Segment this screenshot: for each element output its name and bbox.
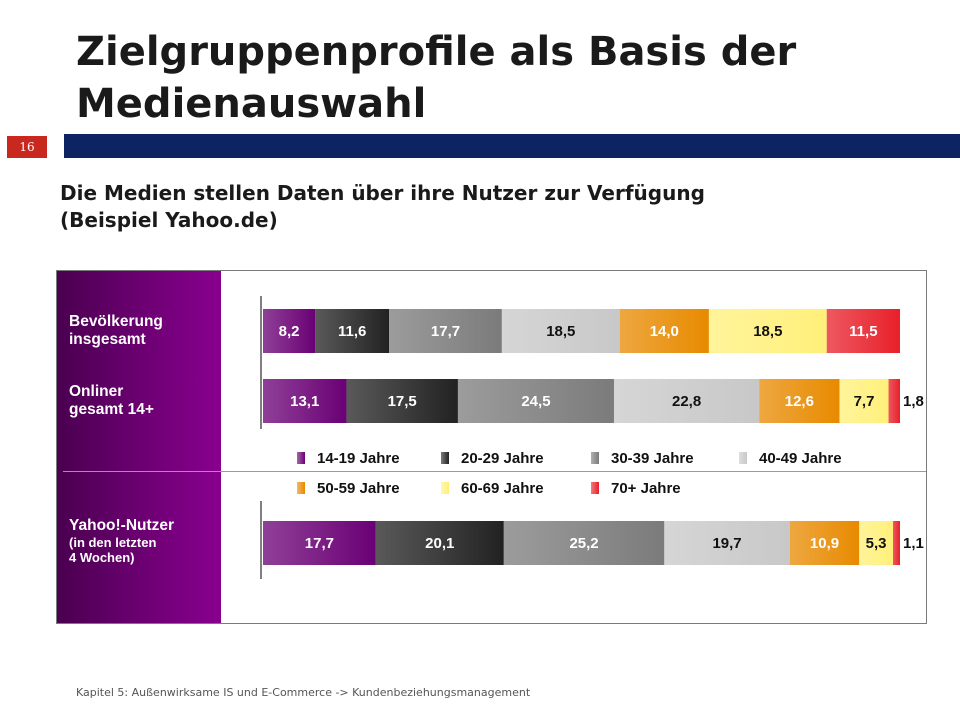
bar-segment <box>501 309 620 353</box>
legend-item: 40-49 Jahre <box>739 451 842 467</box>
slide-number-badge: 16 <box>7 136 47 158</box>
bar-value-label: 5,3 <box>866 535 887 552</box>
legend-item: 30-39 Jahre <box>591 451 694 467</box>
legend-label: 50-59 Jahre <box>317 480 400 497</box>
legend-label: 70+ Jahre <box>611 480 681 497</box>
legend-item: 20-29 Jahre <box>441 451 544 467</box>
bar-segment <box>619 309 709 353</box>
title-line-1: Zielgruppenprofile als Basis der <box>76 29 797 75</box>
category-label-onliner: Onliner gesamt 14+ <box>69 383 154 419</box>
bar-segment <box>389 309 502 353</box>
bar-segment <box>708 309 827 353</box>
bar-segment <box>664 521 790 565</box>
bar-segment <box>859 521 893 565</box>
legend-swatch <box>297 482 305 494</box>
bar-value-label: 13,1 <box>290 393 319 410</box>
category-label-line: gesamt 14+ <box>69 401 154 418</box>
bar-value-label: 25,2 <box>569 535 598 552</box>
bar-value-label: 12,6 <box>785 393 814 410</box>
title-line-2: Medienauswahl <box>76 81 427 127</box>
legend-swatch <box>591 452 599 464</box>
bar-value-label: 20,1 <box>425 535 454 552</box>
category-label-line: Yahoo!-Nutzer <box>69 517 175 534</box>
legend-swatch <box>297 452 305 464</box>
legend-swatch <box>739 452 747 464</box>
bar-segment <box>503 521 665 565</box>
bar-value-label: 14,0 <box>650 323 679 340</box>
bar-segment <box>826 309 900 353</box>
bar-value-label: 11,6 <box>338 323 366 340</box>
bar-segment <box>888 379 900 423</box>
category-panel <box>57 271 221 623</box>
bar-value-label: 7,7 <box>854 393 875 410</box>
legend-item: 50-59 Jahre <box>297 481 400 497</box>
bar-value-label: 1,8 <box>903 393 924 410</box>
bar-value-label: 19,7 <box>712 535 741 552</box>
bar-value-label: 18,5 <box>546 323 575 340</box>
bar-value-label: 24,5 <box>521 393 550 410</box>
header-bar <box>64 134 960 158</box>
bar-segment <box>789 521 860 565</box>
bar-value-label: 1,1 <box>903 535 924 552</box>
bar-value-label: 17,5 <box>388 393 417 410</box>
bar-segment <box>759 379 840 423</box>
bar-segment <box>613 379 760 423</box>
legend-label: 20-29 Jahre <box>461 450 544 467</box>
bar-value-label: 11,5 <box>849 323 877 340</box>
bar-segment <box>263 379 347 423</box>
category-label-line: 4 Wochen) <box>69 550 135 565</box>
bar-segment <box>346 379 458 423</box>
bar-value-label: 22,8 <box>672 393 701 410</box>
category-label-line: insgesamt <box>69 331 146 348</box>
legend-item: 14-19 Jahre <box>297 451 400 467</box>
legend-label: 14-19 Jahre <box>317 450 400 467</box>
legend-label: 60-69 Jahre <box>461 480 544 497</box>
bar-value-label: 17,7 <box>305 535 334 552</box>
legend-label: 30-39 Jahre <box>611 450 694 467</box>
bar-segment <box>457 379 614 423</box>
stacked-bar-plot: 8,2 11,6 17,7 18,5 14,0 18,5 11,5 13,1 17,5 24,5 2… <box>260 296 924 579</box>
bar-value-label: 8,2 <box>279 323 300 340</box>
category-label-line: (in den letzten <box>69 535 157 550</box>
category-label-yahoo: Yahoo!-Nutzer (in den letzten 4 Wochen) <box>69 517 174 565</box>
bar-segment <box>263 521 376 565</box>
subtitle-line-2: (Beispiel Yahoo.de) <box>60 208 278 232</box>
category-label-line: Bevölkerung <box>69 313 163 330</box>
category-label-population: Bevölkerung insgesamt <box>69 313 163 349</box>
bar-value-label: 17,7 <box>431 323 460 340</box>
bar-segment <box>839 379 889 423</box>
legend-swatch <box>441 452 449 464</box>
bar-value-label: 18,5 <box>753 323 782 340</box>
legend-item: 60-69 Jahre <box>441 481 544 497</box>
chart-frame: Bevölkerung insgesamt Onliner gesamt 14+… <box>56 270 927 624</box>
slide-title: Zielgruppenprofile als Basis der Mediena… <box>76 26 936 130</box>
legend-label: 40-49 Jahre <box>759 450 842 467</box>
bar-segment <box>892 521 900 565</box>
legend-item: 70+ Jahre <box>591 481 681 497</box>
bar-segment <box>263 309 316 353</box>
slide-subtitle: Die Medien stellen Daten über ihre Nutze… <box>60 180 920 234</box>
bar-segment <box>375 521 504 565</box>
group-divider <box>63 471 926 472</box>
legend-swatch <box>591 482 599 494</box>
category-label-line: Onliner <box>69 383 124 400</box>
footer-text: Kapitel 5: Außenwirksame IS und E-Commer… <box>76 686 531 699</box>
legend-swatch <box>441 482 449 494</box>
bar-segment <box>315 309 390 353</box>
bar-value-label: 10,9 <box>810 535 839 552</box>
subtitle-line-1: Die Medien stellen Daten über ihre Nutze… <box>60 181 705 205</box>
